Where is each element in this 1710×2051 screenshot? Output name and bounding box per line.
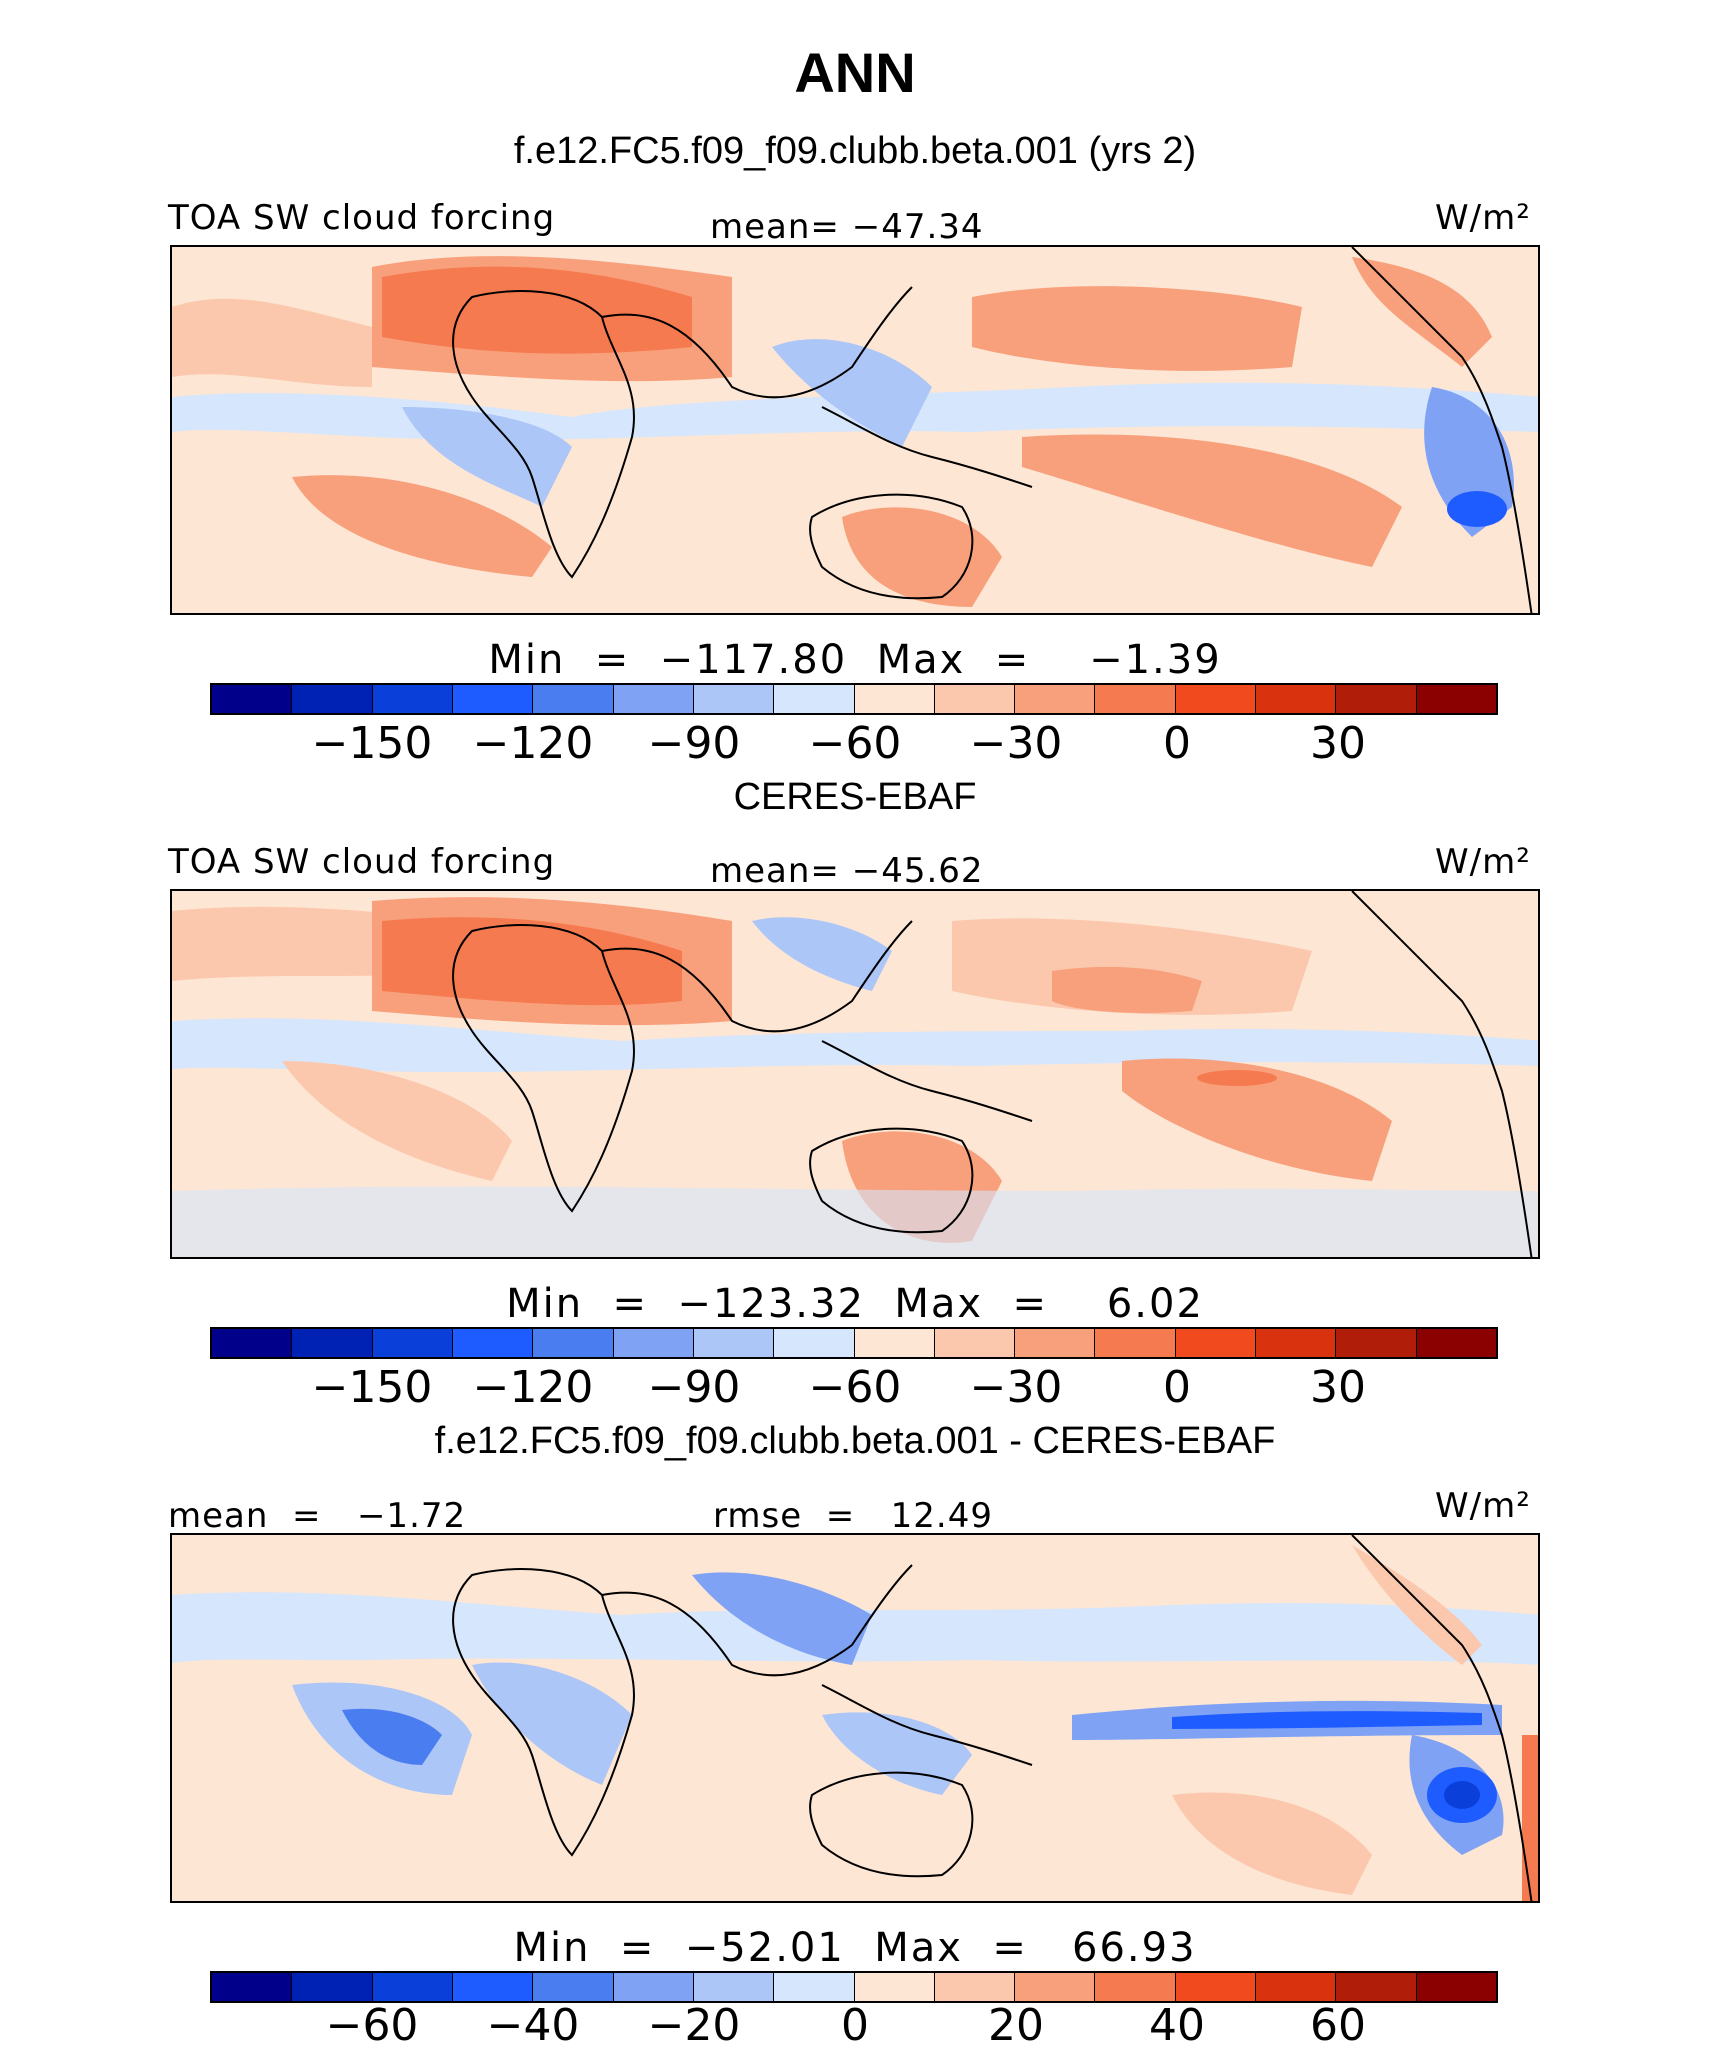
colorbar-swatch — [854, 1973, 935, 2001]
colorbar-swatch — [693, 1329, 775, 1357]
colorbar-swatch — [693, 1973, 775, 2001]
panel-2-variable-label: TOA SW cloud forcing — [168, 842, 556, 882]
colorbar-swatch — [372, 1329, 453, 1357]
colorbar-swatch — [452, 1973, 534, 2001]
colorbar-swatch — [212, 1973, 293, 2001]
colorbar-swatch — [452, 1329, 534, 1357]
panel-1-colorbar — [210, 683, 1498, 715]
panel-3-rmse-label: rmse = 12.49 — [713, 1496, 993, 1536]
panel-2-tick-label: −120 — [472, 1362, 594, 1413]
panel-1-tick-label: −90 — [647, 718, 741, 769]
panel-2-colorbar — [210, 1327, 1498, 1359]
colorbar-swatch — [934, 685, 1016, 713]
colorbar-swatch — [212, 685, 293, 713]
panel-2-header: CERES-EBAF — [733, 776, 977, 818]
colorbar-swatch — [1256, 1329, 1337, 1357]
panel-3-tick-label: −40 — [486, 2000, 580, 2051]
colorbar-swatch — [1416, 1329, 1496, 1357]
colorbar-swatch — [613, 685, 694, 713]
colorbar-swatch — [774, 685, 855, 713]
colorbar-swatch — [1336, 685, 1417, 713]
panel-1-tick-label: −120 — [472, 718, 594, 769]
colorbar-swatch — [934, 1973, 1016, 2001]
panel-3-colorbar — [210, 1971, 1498, 2003]
colorbar-swatch — [533, 1329, 614, 1357]
colorbar-swatch — [934, 1329, 1016, 1357]
colorbar-swatch — [372, 1973, 453, 2001]
panel-3-minmax: Min = −52.01 Max = 66.93 — [513, 1925, 1197, 1971]
colorbar-swatch — [774, 1973, 855, 2001]
colorbar-swatch — [854, 685, 935, 713]
colorbar-swatch — [613, 1973, 694, 2001]
panel-2-map — [170, 889, 1540, 1259]
panel-3-tick-label: −60 — [325, 2000, 419, 2051]
panel-1-variable-label: TOA SW cloud forcing — [168, 198, 556, 238]
panel-3-map — [170, 1533, 1540, 1903]
panel-2-units-label: W/m² — [1435, 842, 1531, 882]
panel-1-units-label: W/m² — [1435, 198, 1531, 238]
colorbar-swatch — [854, 1329, 935, 1357]
colorbar-swatch — [292, 685, 373, 713]
colorbar-swatch — [1416, 1973, 1496, 2001]
colorbar-swatch — [1256, 1973, 1337, 2001]
panel-1-tick-label: −30 — [969, 718, 1063, 769]
colorbar-swatch — [693, 685, 775, 713]
colorbar-swatch — [613, 1329, 694, 1357]
colorbar-swatch — [1336, 1329, 1417, 1357]
panel-1-minmax: Min = −117.80 Max = −1.39 — [488, 637, 1222, 683]
colorbar-swatch — [1095, 1973, 1176, 2001]
panel-2-mean-label: mean= −45.62 — [710, 851, 984, 891]
panel-2-tick-label: −30 — [969, 1362, 1063, 1413]
colorbar-swatch — [452, 685, 534, 713]
colorbar-swatch — [372, 685, 453, 713]
colorbar-swatch — [1015, 685, 1096, 713]
colorbar-swatch — [1175, 1329, 1257, 1357]
panel-3-mean-label: mean = −1.72 — [168, 1496, 467, 1536]
colorbar-swatch — [1175, 1973, 1257, 2001]
panel-3-tick-label: 60 — [1310, 2000, 1366, 2051]
colorbar-swatch — [292, 1329, 373, 1357]
panel-1-tick-label: −150 — [311, 718, 433, 769]
colorbar-swatch — [1015, 1329, 1096, 1357]
panel-1-map — [170, 245, 1540, 615]
panel-3-tick-label: 40 — [1149, 2000, 1205, 2051]
colorbar-swatch — [212, 1329, 293, 1357]
colorbar-swatch — [1416, 685, 1496, 713]
panel-1-tick-label: 30 — [1310, 718, 1366, 769]
colorbar-swatch — [1095, 685, 1176, 713]
colorbar-swatch — [774, 1329, 855, 1357]
colorbar-swatch — [533, 1973, 614, 2001]
panel-2-tick-label: 0 — [1163, 1362, 1191, 1413]
panel-1-tick-label: 0 — [1163, 718, 1191, 769]
panel-1-header: f.e12.FC5.f09_f09.clubb.beta.001 (yrs 2) — [513, 130, 1197, 172]
panel-2-minmax: Min = −123.32 Max = 6.02 — [506, 1281, 1204, 1327]
colorbar-swatch — [1336, 1973, 1417, 2001]
colorbar-swatch — [1175, 685, 1257, 713]
panel-3-tick-label: −20 — [647, 2000, 741, 2051]
colorbar-swatch — [533, 685, 614, 713]
panel-2-tick-label: −150 — [311, 1362, 433, 1413]
panel-3-tick-label: 20 — [988, 2000, 1044, 2051]
panel-2-tick-label: −60 — [808, 1362, 902, 1413]
panel-1-mean-label: mean= −47.34 — [710, 207, 984, 247]
panel-2-tick-label: 30 — [1310, 1362, 1366, 1413]
panel-2-tick-label: −90 — [647, 1362, 741, 1413]
colorbar-swatch — [1256, 685, 1337, 713]
panel-3-header: f.e12.FC5.f09_f09.clubb.beta.001 - CERES… — [434, 1420, 1276, 1462]
panel-1-tick-label: −60 — [808, 718, 902, 769]
panel-3-tick-label: 0 — [841, 2000, 869, 2051]
colorbar-swatch — [292, 1973, 373, 2001]
colorbar-swatch — [1015, 1973, 1096, 2001]
figure-title: ANN — [794, 41, 916, 104]
colorbar-swatch — [1095, 1329, 1176, 1357]
panel-3-units-label: W/m² — [1435, 1486, 1531, 1526]
